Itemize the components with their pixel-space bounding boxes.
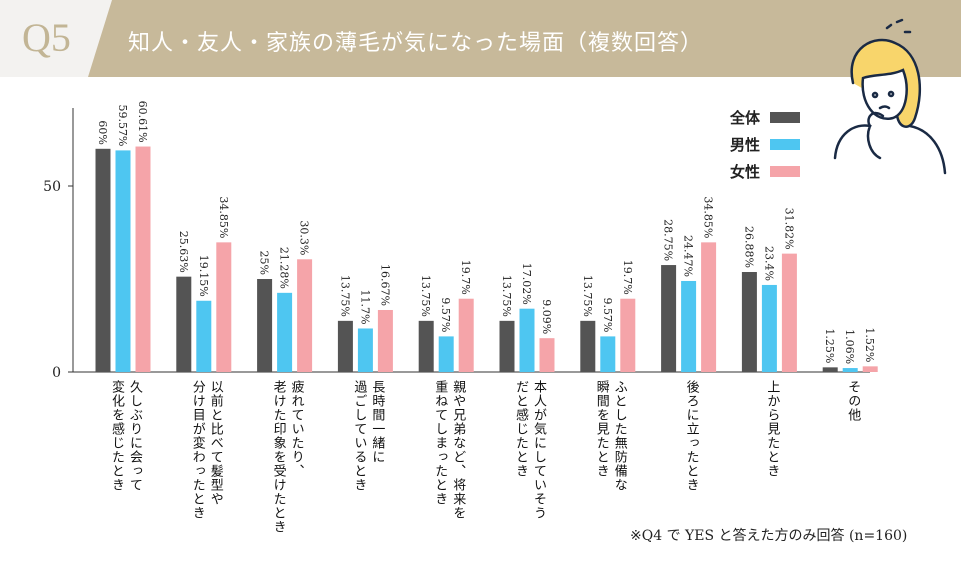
header: Q5 知人・友人・家族の薄毛が気になった場面（複数回答） xyxy=(0,0,961,77)
bar xyxy=(196,300,212,372)
bar xyxy=(115,150,131,372)
data-label: 13.75% xyxy=(500,275,513,317)
y-tick-label: 0 xyxy=(52,365,61,377)
bar xyxy=(600,336,616,372)
category-label: 久しぶりに会って 変化を感じたとき xyxy=(109,380,142,492)
data-label: 26.88% xyxy=(742,226,755,268)
data-label: 13.75% xyxy=(419,275,432,317)
category-label: 上から見たとき xyxy=(764,380,780,478)
bar xyxy=(357,328,373,372)
data-label: 9.57% xyxy=(439,297,452,332)
bar xyxy=(701,242,717,372)
bar xyxy=(761,284,777,372)
data-label: 1.52% xyxy=(863,327,876,362)
legend-item-all: 全体 xyxy=(730,104,801,131)
bar xyxy=(499,320,515,372)
legend-item-male: 男性 xyxy=(730,131,801,158)
data-label: 9.57% xyxy=(601,297,614,332)
data-label: 1.25% xyxy=(823,328,836,363)
y-tick-label: 50 xyxy=(43,179,61,195)
page-title: 知人・友人・家族の薄毛が気になった場面（複数回答） xyxy=(128,31,704,56)
category-label: その他 xyxy=(845,380,861,422)
data-label: 30.3% xyxy=(298,220,311,255)
data-label: 28.75% xyxy=(662,219,675,261)
data-label: 13.75% xyxy=(338,275,351,317)
category-label: ふとした無防備な 瞬間を見たとき xyxy=(593,380,627,492)
legend: 全体 男性 女性 xyxy=(730,104,801,185)
data-label: 21.28% xyxy=(278,247,291,289)
category-label: 長時間一緒に 過ごしているとき xyxy=(351,380,385,492)
bar xyxy=(277,292,293,372)
category-label: 本人が気にしていそう だと感じたとき xyxy=(513,380,546,520)
category-label: 疲れていたり、 老けた印象を受けたとき xyxy=(270,380,304,534)
bar xyxy=(257,279,273,372)
legend-label: 女性 xyxy=(730,163,761,181)
data-label: 17.02% xyxy=(520,263,533,305)
bar-chart: 0 50 60% 59.57% 60.61% 25.63% 19.15% 34.85% 25% 2… xyxy=(43,101,878,377)
legend-swatch xyxy=(770,112,801,123)
bar xyxy=(842,368,858,372)
data-label: 11.7% xyxy=(358,290,371,325)
bar xyxy=(661,265,677,372)
bar xyxy=(216,242,232,372)
legend-item-female: 女性 xyxy=(730,158,801,185)
bar xyxy=(862,366,878,372)
category-label: 以前と比べて髪型や 分け目が変わったとき xyxy=(189,380,223,520)
bar xyxy=(135,146,151,372)
bar xyxy=(620,298,636,372)
bar xyxy=(741,272,757,372)
legend-swatch xyxy=(770,166,801,177)
data-label: 60.61% xyxy=(136,101,149,143)
category-label: 後ろに立ったとき xyxy=(683,380,699,492)
data-label: 34.85% xyxy=(217,196,230,238)
bar xyxy=(297,259,313,372)
question-number: Q5 xyxy=(22,15,71,60)
data-label: 60% xyxy=(96,120,109,144)
data-label: 19.7% xyxy=(621,260,634,295)
data-label: 59.57% xyxy=(116,104,129,146)
data-label: 31.82% xyxy=(782,208,795,250)
bar xyxy=(519,308,535,372)
bar xyxy=(539,338,555,372)
header-band xyxy=(88,0,961,77)
data-label: 25.63% xyxy=(177,231,190,273)
data-label: 16.67% xyxy=(378,264,391,306)
data-label: 24.47% xyxy=(682,235,695,277)
data-label: 9.09% xyxy=(540,299,553,334)
data-label: 19.7% xyxy=(459,260,472,295)
data-label: 19.15% xyxy=(197,255,210,297)
legend-label: 男性 xyxy=(730,136,761,154)
data-label: 23.4% xyxy=(762,246,775,281)
bar xyxy=(458,298,474,372)
category-label: 親や兄弟など、将来を 重ねてしまったとき xyxy=(432,380,466,520)
data-label: 1.06% xyxy=(843,329,856,364)
data-label: 13.75% xyxy=(581,275,594,317)
worried-woman-icon xyxy=(833,18,947,175)
bar xyxy=(580,320,596,372)
bar xyxy=(681,280,697,372)
bar xyxy=(418,320,434,372)
bar xyxy=(337,320,353,372)
legend-label: 全体 xyxy=(730,109,761,127)
data-label: 25% xyxy=(258,251,271,275)
bar xyxy=(377,309,393,372)
bar xyxy=(176,276,192,372)
data-label: 34.85% xyxy=(702,196,715,238)
bar xyxy=(95,148,111,372)
bar xyxy=(822,367,838,372)
legend-swatch xyxy=(770,139,801,150)
bar xyxy=(781,253,797,372)
footnote: ※Q4 で YES と答えた方のみ回答 (n=160) xyxy=(630,528,908,544)
bar xyxy=(438,336,454,372)
